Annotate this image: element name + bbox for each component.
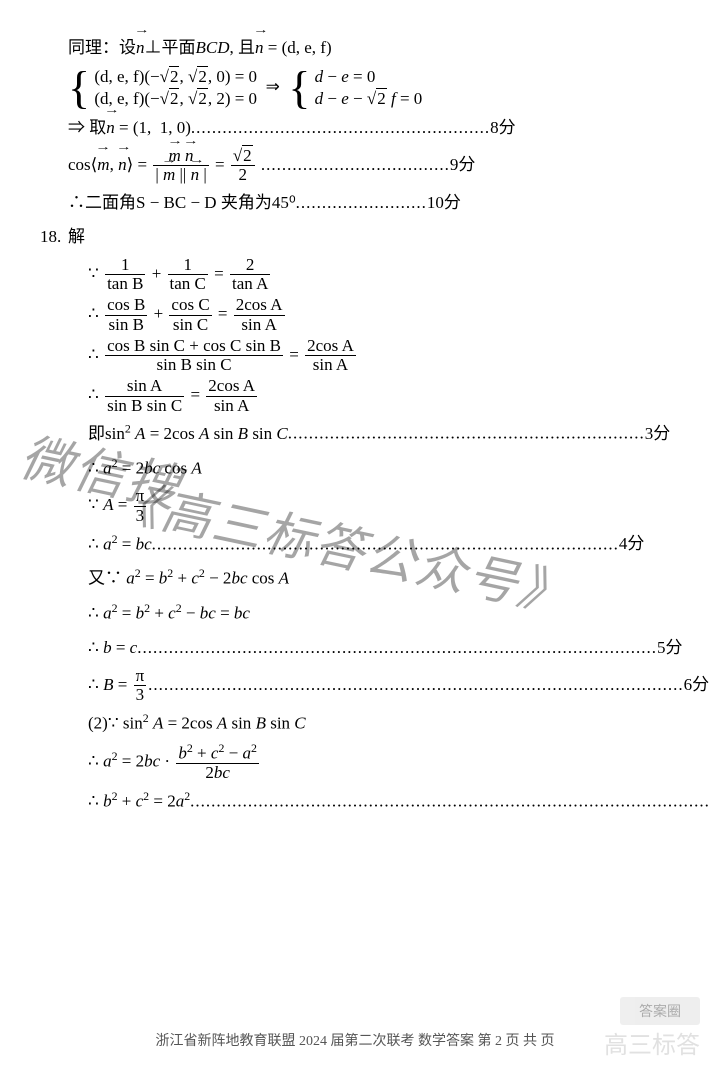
score: 4分 [619, 528, 645, 560]
q18-l11: ∴ b = c.................................… [40, 632, 670, 664]
score: 5分 [657, 632, 683, 664]
q18-l10: ∴ a2 = b2 + c2 − bc = bc [40, 597, 670, 630]
corner-box-watermark: 答案圈 [620, 997, 700, 1025]
q18-l1: ∵ 1tan B + 1tan C = 2tan A [40, 256, 670, 294]
dotted-leader: .................................... [261, 155, 450, 174]
line-dihedral: ∴二面角S − BC − D 夹角为45⁰...................… [40, 187, 670, 219]
dotted-leader: ........................................… [191, 118, 490, 137]
score: 6分 [684, 669, 710, 701]
dotted-leader: ........................................… [190, 792, 710, 811]
dotted-leader: ........................................… [148, 675, 684, 694]
document-page: 同理：设n⊥平面BCD, 且n = (d, e, f) { (d, e, f)(… [0, 0, 710, 818]
q18-l13: (2)∵ sin2 A = 2cos A sin B sin C [40, 707, 670, 740]
q18-l12: ∴ B = π3................................… [40, 667, 670, 705]
line-cos: cos⟨m, n⟩ = m n | m || n | = 2 2 .......… [40, 147, 670, 185]
dotted-leader: ........................................… [288, 424, 645, 443]
score: 10分 [427, 187, 461, 219]
left-brace-icon: { [288, 71, 310, 106]
text: 即sin2 A = 2cos A sin B sin C [88, 424, 288, 443]
dotted-leader: ........................................… [152, 534, 619, 553]
q18-l4: ∴ sin Asin B sin C = 2cos Asin A [40, 377, 670, 415]
dotted-leader: ......................... [296, 193, 427, 212]
line-brace-system: { (d, e, f)(−2, 2, 0) = 0 (d, e, f)(−2, … [40, 66, 670, 110]
q18-l15: ∴ b2 + c2 = 2a2.........................… [40, 785, 670, 818]
question-number: 18. [40, 221, 68, 253]
score: 3分 [645, 418, 671, 450]
text: ∴二面角S − BC − D 夹角为45⁰ [68, 193, 296, 212]
q18-l5: 即sin2 A = 2cos A sin B sin C............… [40, 417, 670, 450]
line-take-n: ⇒ 取n = (1, 1, 0)........................… [40, 112, 670, 144]
q18-l8: ∴ a2 = bc...............................… [40, 528, 670, 561]
q18-l2: ∴ cos Bsin B + cos Csin C = 2cos Asin A [40, 296, 670, 334]
q18-l6: ∴ a2 = 2bc cos A [40, 452, 670, 485]
score: 8分 [490, 112, 516, 144]
page-footer: 浙江省新阵地教育联盟 2024 届第二次联考 数学答案 第 2 页 共 页 [0, 1030, 710, 1050]
q18-l14: ∴ a2 = 2bc · b2 + c2 − a22bc [40, 742, 670, 783]
left-brace-icon: { [68, 71, 90, 106]
q18-l3: ∴ cos B sin C + cos C sin Bsin B sin C =… [40, 337, 670, 375]
q18-l9: 又∵ a2 = b2 + c2 − 2bc cos A [40, 562, 670, 595]
q18-l7: ∵ A = π3 [40, 487, 670, 525]
solution-label: 解 [68, 227, 85, 246]
dotted-leader: ........................................… [137, 638, 657, 657]
line-intro: 同理：设n⊥平面BCD, 且n = (d, e, f) [40, 32, 670, 64]
score: 9分 [450, 149, 476, 181]
q18-header: 18.解 [40, 221, 670, 253]
